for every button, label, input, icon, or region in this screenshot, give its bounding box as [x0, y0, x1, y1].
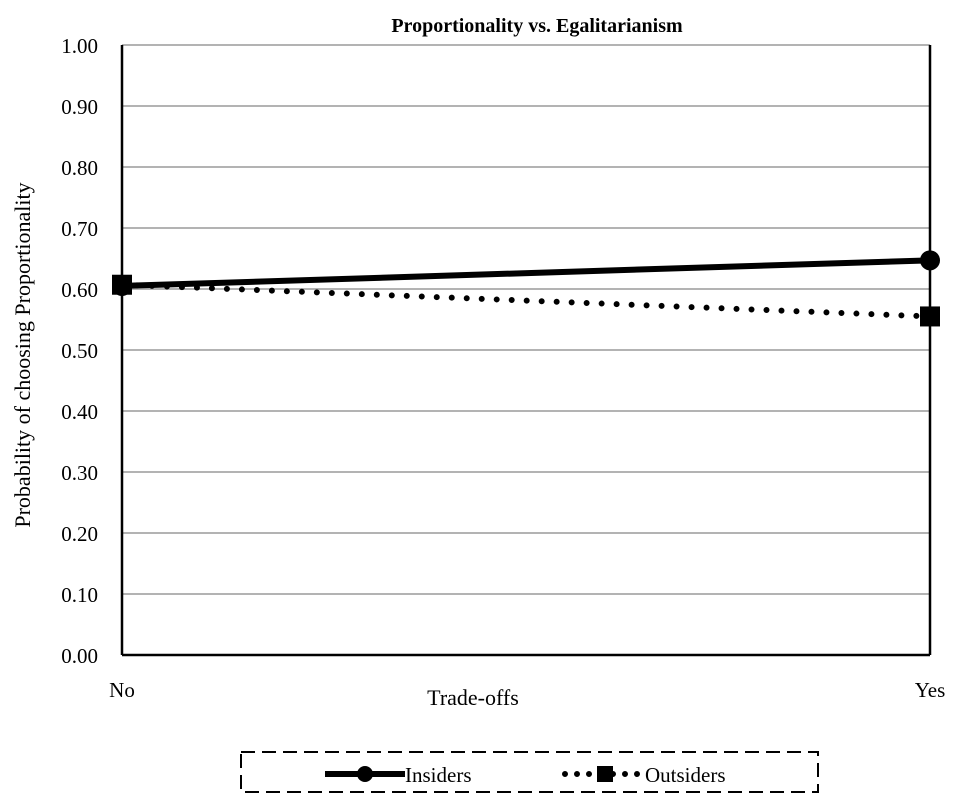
y-tick-labels: 0.00 0.10 0.20 0.30 0.40 0.50 0.60 0.70 0.80 0.90…: [61, 34, 98, 668]
legend-insiders-label: Insiders: [405, 763, 472, 787]
legend-outsiders-marker: [597, 766, 613, 782]
y-tick-label: 0.80: [61, 156, 98, 180]
data-point-insiders: [920, 250, 940, 271]
y-tick-label: 0.30: [61, 461, 98, 485]
data-point-insiders: [112, 275, 132, 296]
x-tick-label: Yes: [915, 678, 946, 702]
y-tick-label: 0.50: [61, 339, 98, 363]
y-tick-label: 1.00: [61, 34, 98, 58]
y-tick-label: 0.20: [61, 522, 98, 546]
y-tick-label: 0.60: [61, 278, 98, 302]
series-line-insiders: [121, 257, 931, 289]
y-tick-label: 0.10: [61, 583, 98, 607]
data-point-outsiders: [920, 306, 940, 327]
gridlines: [122, 44, 930, 595]
x-tick-labels: No Yes: [109, 678, 945, 702]
y-tick-label: 0.70: [61, 217, 98, 241]
series-line-outsiders: [119, 281, 933, 320]
chart-title: Proportionality vs. Egalitarianism: [391, 15, 683, 37]
legend-outsiders-label: Outsiders: [645, 763, 726, 787]
legend: Insiders Outsiders: [240, 751, 819, 793]
y-tick-label: 0.40: [61, 400, 98, 424]
y-tick-label: 0.90: [61, 95, 98, 119]
y-axis-title: Probability of choosing Proportionality: [10, 182, 35, 527]
legend-box: [240, 751, 819, 793]
x-axis-title: Trade-offs: [427, 685, 519, 710]
legend-insiders-marker: [357, 766, 373, 782]
y-tick-label: 0.00: [61, 644, 98, 668]
series-group: [112, 250, 940, 327]
x-tick-label: No: [109, 678, 135, 702]
